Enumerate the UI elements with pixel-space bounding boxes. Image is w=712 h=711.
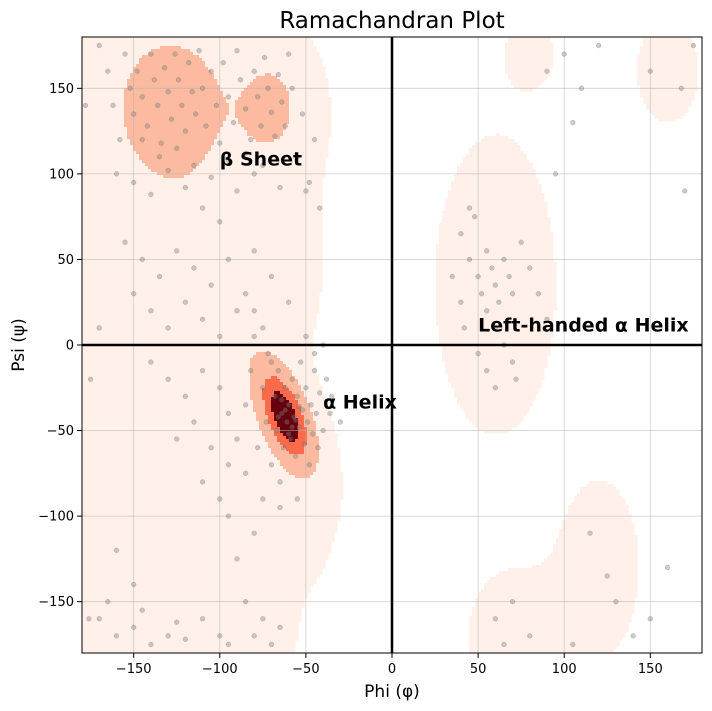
chart-title: Ramachandran Plot: [279, 8, 504, 34]
